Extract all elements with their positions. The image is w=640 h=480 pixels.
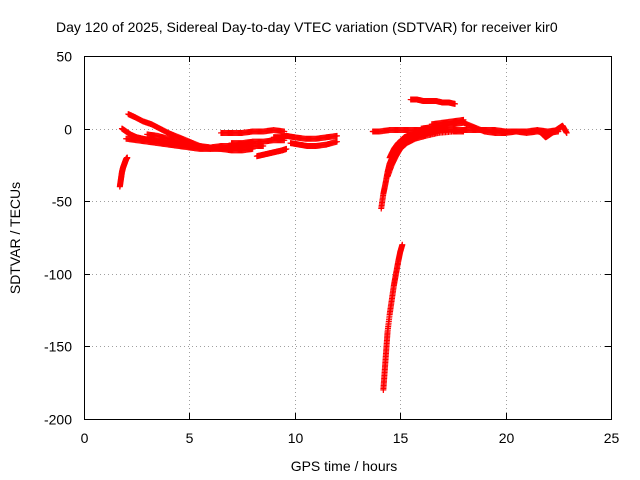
data-point	[283, 145, 290, 152]
x-tick-label: 20	[499, 430, 515, 446]
axis-ticks: 0 5 10 15 20 25 -200 -150 -100 -50 0 50	[44, 49, 620, 447]
x-tick-label: 15	[393, 430, 409, 446]
series-arc-6	[218, 127, 288, 136]
x-tick-label: 5	[186, 430, 194, 446]
series-arc-20	[534, 122, 570, 141]
data-points	[116, 96, 570, 393]
x-tick-label: 25	[604, 430, 620, 446]
series-arc-19	[428, 116, 467, 128]
data-point	[452, 100, 459, 107]
series-arc-10	[283, 132, 340, 142]
series-arc-11	[287, 138, 340, 150]
data-point	[333, 132, 340, 139]
series-arc-1	[116, 154, 131, 190]
series-arc-12	[380, 241, 406, 393]
data-point	[333, 138, 340, 145]
series-arc-18	[407, 96, 459, 107]
x-tick-label: 0	[81, 430, 89, 446]
y-tick-label: 50	[56, 49, 72, 65]
series-arc-8	[253, 145, 290, 160]
y-tick-label: -150	[44, 339, 72, 355]
y-axis-label: SDTVAR / TECUs	[7, 182, 23, 294]
data-point	[399, 241, 406, 248]
y-tick-label: -100	[44, 267, 72, 283]
data-point	[249, 145, 256, 152]
y-tick-label: 0	[64, 122, 72, 138]
data-point	[460, 116, 467, 123]
chart-title: Day 120 of 2025, Sidereal Day-to-day VTE…	[56, 19, 558, 35]
y-tick-label: -50	[52, 194, 72, 210]
y-tick-label: -200	[44, 412, 72, 428]
plot-frame	[84, 56, 612, 420]
data-point	[563, 129, 570, 136]
grid	[84, 56, 611, 419]
series-arc-15	[384, 128, 467, 180]
data-point	[124, 154, 131, 161]
x-axis-label: GPS time / hours	[291, 458, 398, 474]
series-arc-5	[144, 131, 256, 154]
x-tick-label: 10	[288, 430, 304, 446]
